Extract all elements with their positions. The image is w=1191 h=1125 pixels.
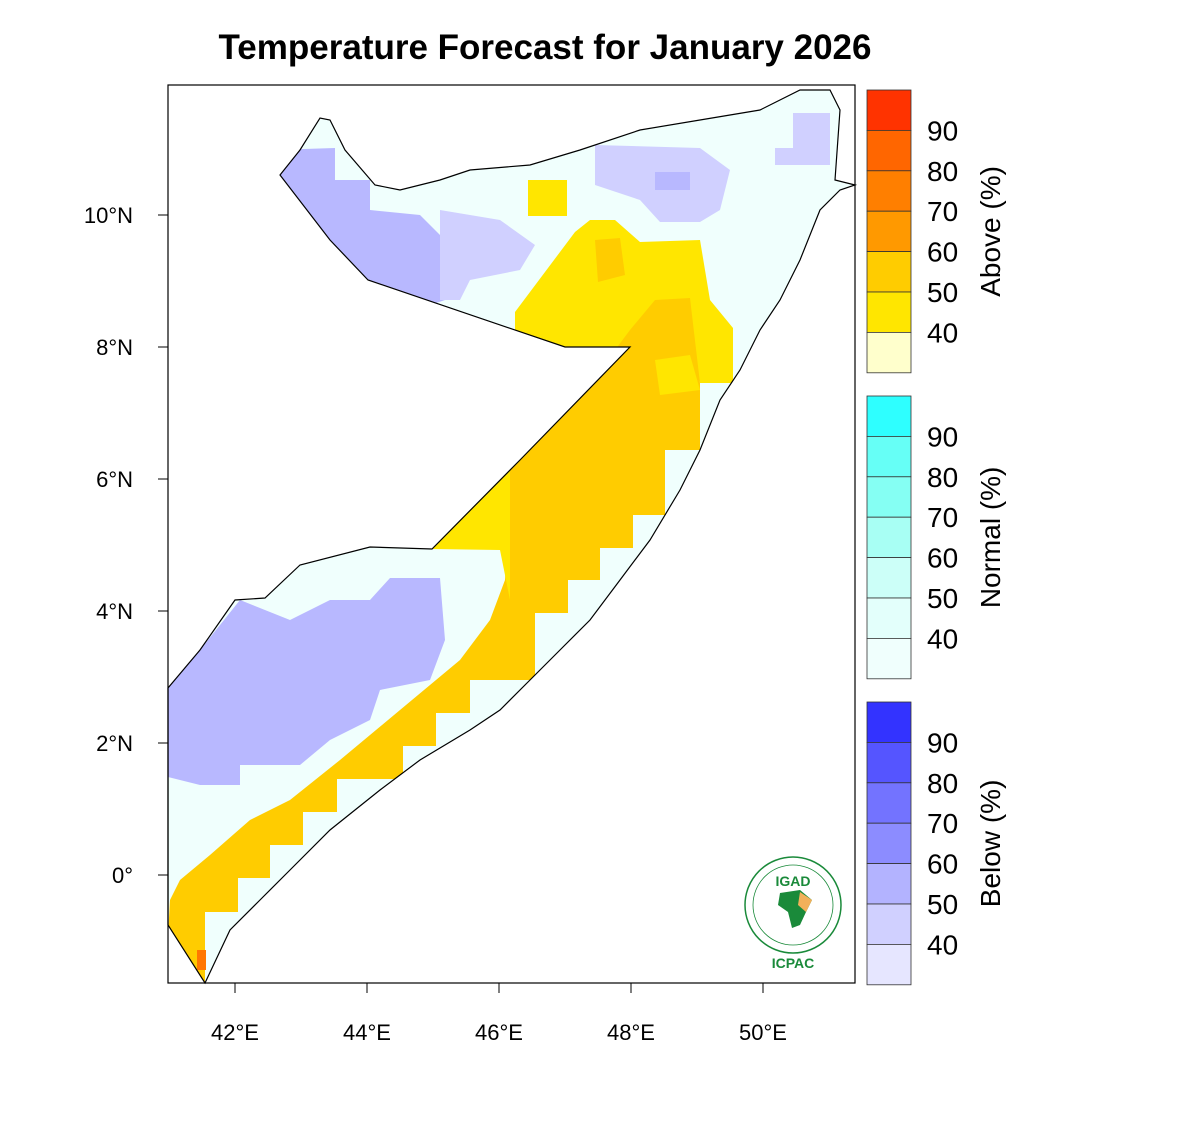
below-region-north-light — [440, 210, 535, 300]
x-tick-label: 50°E — [739, 1020, 787, 1045]
legend-swatch — [866, 395, 912, 437]
legend-swatch — [866, 638, 912, 680]
below-region-far-northeast — [775, 113, 830, 165]
plot-frame — [167, 84, 856, 984]
legend-title: Above (%) — [975, 166, 1006, 297]
legend-tick-label: 80 — [927, 462, 958, 493]
x-tick-label: 46°E — [475, 1020, 523, 1045]
legend-tick-label: 50 — [927, 277, 958, 308]
legend-tick-label: 40 — [927, 317, 958, 348]
forecast-field — [168, 90, 855, 983]
above-region-central-light — [655, 355, 700, 395]
legend-below: 90 80 70 60 50 40 Below (%) — [866, 701, 1006, 986]
logo-igad-text: IGAD — [776, 873, 811, 889]
below-region-south — [168, 578, 445, 785]
below-region-northeast-core — [655, 172, 690, 190]
legend-tick-label: 60 — [927, 543, 958, 574]
x-tick-label: 44°E — [343, 1020, 391, 1045]
above-region-north-core — [595, 238, 625, 282]
above-region-central — [168, 298, 700, 983]
legend-tick-label: 80 — [927, 768, 958, 799]
above-region-north-patch — [528, 180, 567, 216]
legend-swatch — [866, 822, 912, 865]
above-region-north — [515, 220, 733, 383]
legend-tick-label: 50 — [927, 583, 958, 614]
x-tick-label: 42°E — [211, 1020, 259, 1045]
y-tick-label: 4°N — [96, 599, 133, 624]
legend-title: Below (%) — [975, 780, 1006, 908]
igad-icpac-logo: IGAD ICPAC — [744, 856, 842, 971]
y-tick-label: 2°N — [96, 731, 133, 756]
logo-icpac-text: ICPAC — [772, 955, 815, 971]
y-tick-label: 10°N — [84, 203, 133, 228]
legend-tick-label: 90 — [927, 421, 958, 452]
legend-swatch — [866, 210, 912, 252]
legend-tick-label: 70 — [927, 196, 958, 227]
legend-swatch — [866, 170, 912, 212]
legend-above: 90 80 70 60 50 40 Above (%) — [866, 89, 1006, 374]
legend-tick-label: 90 — [927, 727, 958, 758]
y-tick-label: 0° — [112, 863, 133, 888]
legend-tick-label: 70 — [927, 808, 958, 839]
legend-swatch — [866, 742, 912, 784]
below-region-northwest — [270, 148, 445, 305]
legend-normal: 90 80 70 60 50 40 Normal (%) — [866, 395, 1006, 680]
legend-swatch — [866, 516, 912, 559]
legend-tick-label: 60 — [927, 237, 958, 268]
legend-swatch — [866, 782, 912, 824]
legend-swatch — [866, 597, 912, 639]
x-tick-label: 48°E — [607, 1020, 655, 1045]
chart-title: Temperature Forecast for January 2026 — [218, 28, 872, 67]
axes: 42°E 44°E 46°E 48°E 50°E 10°N 8°N 6°N 4°N 2°N 0° — [84, 203, 787, 1045]
legend-swatch — [866, 291, 912, 333]
legend-tick-label: 60 — [927, 849, 958, 880]
legend-swatch — [866, 863, 912, 905]
legend-swatch — [866, 944, 912, 986]
legend-tick-label: 80 — [927, 156, 958, 187]
legend-title: Normal (%) — [975, 467, 1006, 609]
legend-tick-label: 40 — [927, 929, 958, 960]
legend-tick-label: 50 — [927, 889, 958, 920]
legend-tick-label: 70 — [927, 502, 958, 533]
legend-swatch — [866, 476, 912, 518]
legends: 90 80 70 60 50 40 Above (%) 90 80 70 60 50 40 Normal … — [866, 89, 1006, 986]
y-tick-label: 8°N — [96, 335, 133, 360]
legend-tick-label: 90 — [927, 115, 958, 146]
y-tick-label: 6°N — [96, 467, 133, 492]
above-region-high-patch — [197, 950, 206, 970]
legend-swatch — [866, 701, 912, 743]
above-region-south-patch — [432, 465, 510, 600]
legend-swatch — [866, 557, 912, 599]
legend-tick-label: 40 — [927, 623, 958, 654]
legend-swatch — [866, 129, 912, 172]
legend-swatch — [866, 331, 912, 374]
legend-swatch — [866, 251, 912, 293]
legend-swatch — [866, 435, 912, 478]
legend-swatch — [866, 89, 912, 131]
legend-swatch — [866, 903, 912, 945]
